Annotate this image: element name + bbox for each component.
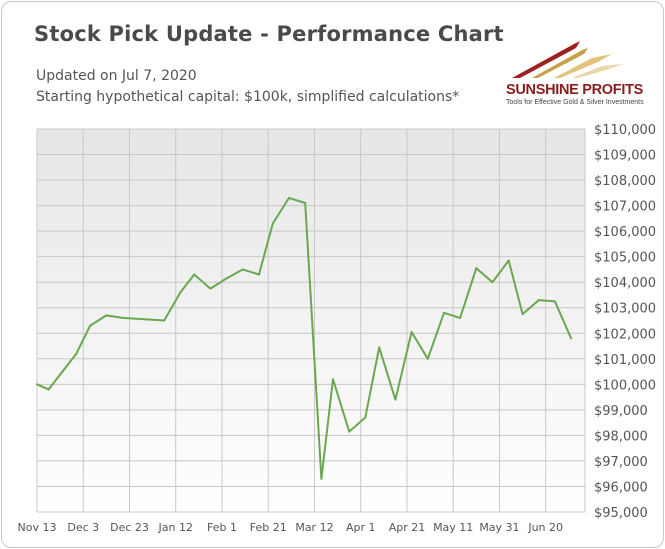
logo-swoosh-icon [512,41,624,78]
data-point [304,202,307,205]
x-tick-label: Feb 21 [250,521,287,534]
y-tick-label: $100,000 [594,378,656,393]
x-tick-label: May 11 [433,521,473,534]
x-tick-label: Feb 1 [207,521,237,534]
series-line [36,196,573,480]
data-point [521,313,524,316]
y-axis: $95,000 $96,000 $97,000 $98,000 $99,000 $100,… [594,123,656,521]
data-point [89,324,92,327]
y-tick-label: $103,000 [594,302,656,317]
y-tick-label: $106,000 [594,225,656,240]
data-point [271,222,274,225]
data-point [491,281,494,284]
data-point [257,273,260,276]
data-point [36,383,38,386]
data-point [394,398,397,401]
data-point [75,352,78,355]
x-tick-label: Jan 12 [158,521,193,534]
y-tick-label: $101,000 [594,353,656,368]
data-point [193,273,196,276]
series-layer [36,196,573,480]
data-point [507,259,510,262]
data-point [241,268,244,271]
x-axis: Nov 13 Dec 3 Dec 23 Jan 12 Feb 1 Feb 21 Mar 12… [18,521,564,534]
y-tick-label: $95,000 [594,506,648,521]
chart-title: Stock Pick Update - Performance Chart [34,22,504,46]
x-tick-label: Mar 12 [295,521,333,534]
capital-note: Starting hypothetical capital: $100k, si… [36,89,460,105]
x-tick-label: Apr 1 [346,521,376,534]
data-point [537,299,540,302]
data-point [348,430,351,433]
data-point [209,287,212,290]
data-point [378,346,381,349]
y-tick-label: $109,000 [594,149,656,164]
data-point [475,267,478,270]
plot-area [37,129,585,512]
y-tick-label: $105,000 [594,251,656,266]
data-point [163,319,166,322]
x-tick-label: May 31 [479,521,519,534]
data-point [570,337,573,340]
data-point [320,477,323,480]
data-point [225,277,228,280]
y-tick-label: $96,000 [594,480,648,495]
x-tick-label: Apr 21 [389,521,426,534]
data-point [364,416,367,419]
data-point [553,300,556,303]
data-point [105,314,108,317]
data-point [47,388,50,391]
sunshine-profits-logo: SUNSHINE PROFITS Tools for Effective Gol… [502,38,652,108]
data-point [426,357,429,360]
data-point [288,196,291,199]
logo-name: SUNSHINE PROFITS [506,82,643,98]
data-point [459,316,462,319]
y-tick-label: $102,000 [594,327,656,342]
data-point [121,316,124,319]
data-point [442,311,445,314]
y-tick-label: $108,000 [594,174,656,189]
x-tick-label: Dec 3 [67,521,99,534]
y-tick-label: $104,000 [594,276,656,291]
y-tick-label: $99,000 [594,404,648,419]
data-point [331,378,334,381]
y-tick-label: $110,000 [594,123,656,138]
data-point [61,370,64,373]
x-tick-label: Nov 13 [18,521,57,534]
x-tick-label: Jun 20 [527,521,563,534]
x-tick-label: Dec 23 [110,521,149,534]
y-tick-label: $98,000 [594,429,648,444]
y-tick-label: $107,000 [594,200,656,215]
data-point [410,330,413,333]
y-tick-label: $97,000 [594,455,648,470]
data-point [179,291,182,294]
logo-tagline: Tools for Effective Gold & Silver Invest… [506,99,644,106]
grid-lines [36,128,586,513]
updated-date: Updated on Jul 7, 2020 [36,68,197,84]
